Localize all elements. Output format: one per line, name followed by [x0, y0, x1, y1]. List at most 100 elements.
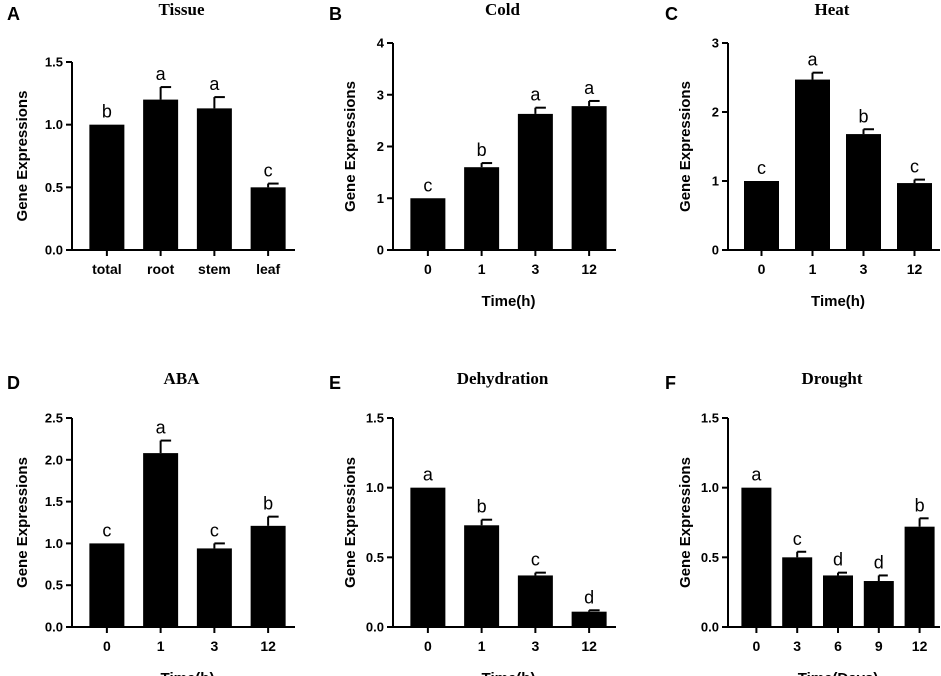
- x-tick-label: 12: [581, 261, 597, 277]
- bar: [863, 581, 894, 627]
- x-axis-label: Time(h): [482, 293, 536, 310]
- significance-letter: b: [858, 106, 868, 126]
- bar: [143, 99, 179, 250]
- y-axis-label: Gene Expressions: [14, 91, 31, 222]
- panel-title: Cold: [485, 0, 521, 19]
- y-axis-label: Gene Expressions: [677, 457, 694, 588]
- y-tick-label: 1.0: [45, 536, 63, 551]
- significance-letter: b: [477, 497, 487, 517]
- significance-letter: c: [423, 175, 432, 195]
- panel-a: A Tissue 0.0 0.5 1.0 1.5 Gene Expressions b tota…: [7, 0, 295, 277]
- y-tick-label: 1.0: [701, 480, 719, 495]
- x-tick-label: 1: [478, 261, 486, 277]
- panel-f: F Drought 0.0 0.5 1.0 1.5 Gene Expressions a 0 c 3…: [665, 369, 940, 676]
- bar: [89, 124, 125, 250]
- bar: [795, 79, 830, 250]
- y-tick-label: 2: [377, 139, 384, 154]
- y-tick-label: 2: [712, 105, 719, 120]
- bar: [410, 198, 446, 250]
- y-tick-label: 0.5: [701, 550, 719, 565]
- significance-letter: d: [584, 587, 594, 607]
- y-axis-label: Gene Expressions: [342, 81, 359, 212]
- bar: [904, 526, 935, 627]
- y-tick-label: 0.0: [366, 620, 384, 635]
- bar: [744, 181, 779, 250]
- significance-letter: a: [156, 64, 167, 84]
- bar: [89, 543, 125, 627]
- panel-letter: B: [329, 4, 342, 24]
- bar: [196, 548, 232, 627]
- x-tick-label: 0: [753, 638, 761, 654]
- significance-letter: c: [102, 520, 111, 540]
- bar: [741, 487, 772, 627]
- y-tick-label: 3: [377, 87, 384, 102]
- bar: [464, 525, 500, 627]
- x-tick-label: 1: [478, 638, 486, 654]
- y-tick-label: 1: [712, 174, 719, 189]
- panel-e: E Dehydration 0.0 0.5 1.0 1.5 Gene Expressions…: [329, 369, 616, 676]
- panel-letter: E: [329, 373, 341, 393]
- y-tick-label: 0.5: [45, 180, 63, 195]
- bar: [571, 611, 607, 627]
- panel-letter: F: [665, 373, 676, 393]
- significance-letter: b: [915, 495, 925, 515]
- y-tick-label: 3: [712, 36, 719, 51]
- significance-letter: c: [210, 520, 219, 540]
- panel-letter: C: [665, 4, 678, 24]
- x-tick-label: 3: [793, 638, 801, 654]
- x-axis-label: Time(h): [161, 670, 215, 676]
- bar: [143, 453, 179, 627]
- x-tick-label: 1: [809, 261, 817, 277]
- y-tick-label: 1.5: [366, 411, 384, 426]
- y-tick-label: 1.5: [45, 55, 63, 70]
- significance-letter: a: [584, 78, 595, 98]
- panel-title: Tissue: [159, 0, 205, 19]
- panel-letter: D: [7, 373, 20, 393]
- bar: [782, 557, 813, 627]
- significance-letter: c: [793, 529, 802, 549]
- significance-letter: c: [531, 550, 540, 570]
- significance-letter: d: [874, 552, 884, 572]
- y-tick-label: 0.0: [701, 620, 719, 635]
- bar: [517, 113, 553, 251]
- y-axis-label: Gene Expressions: [677, 81, 694, 212]
- bar: [250, 187, 286, 250]
- y-tick-label: 1.5: [701, 411, 719, 426]
- x-tick-label: total: [92, 261, 122, 277]
- y-tick-label: 1: [377, 191, 384, 206]
- bar: [571, 106, 607, 250]
- y-tick-label: 0.5: [366, 550, 384, 565]
- bar: [846, 134, 881, 250]
- x-tick-label: 0: [424, 261, 432, 277]
- significance-letter: a: [751, 465, 762, 485]
- y-tick-label: 0.5: [45, 578, 63, 593]
- y-tick-label: 2.5: [45, 411, 63, 426]
- panel-d: D ABA 0.0 0.5 1.0 1.5 2.0 2.5 Gene Expressions c 0…: [7, 369, 295, 676]
- bar: [897, 183, 932, 250]
- panel-title: Dehydration: [457, 369, 549, 388]
- bar: [410, 487, 446, 627]
- significance-letter: c: [910, 157, 919, 177]
- bar: [464, 167, 500, 250]
- x-axis-label: Time(h): [811, 293, 865, 310]
- significance-letter: c: [264, 161, 273, 181]
- x-tick-label: 9: [875, 638, 883, 654]
- x-axis-label: Time(h): [482, 670, 536, 676]
- significance-letter: a: [423, 465, 434, 485]
- x-tick-label: 0: [103, 638, 111, 654]
- significance-letter: b: [477, 140, 487, 160]
- significance-letter: a: [530, 85, 541, 105]
- panel-letter: A: [7, 4, 20, 24]
- x-tick-label: leaf: [256, 261, 280, 277]
- x-tick-label: 0: [424, 638, 432, 654]
- x-tick-label: 0: [758, 261, 766, 277]
- y-tick-label: 0.0: [45, 620, 63, 635]
- y-tick-label: 2.0: [45, 452, 63, 467]
- y-tick-label: 0: [712, 243, 719, 258]
- bar: [250, 525, 286, 627]
- x-tick-label: 6: [834, 638, 842, 654]
- bar: [823, 575, 853, 627]
- panel-title: Heat: [815, 0, 850, 19]
